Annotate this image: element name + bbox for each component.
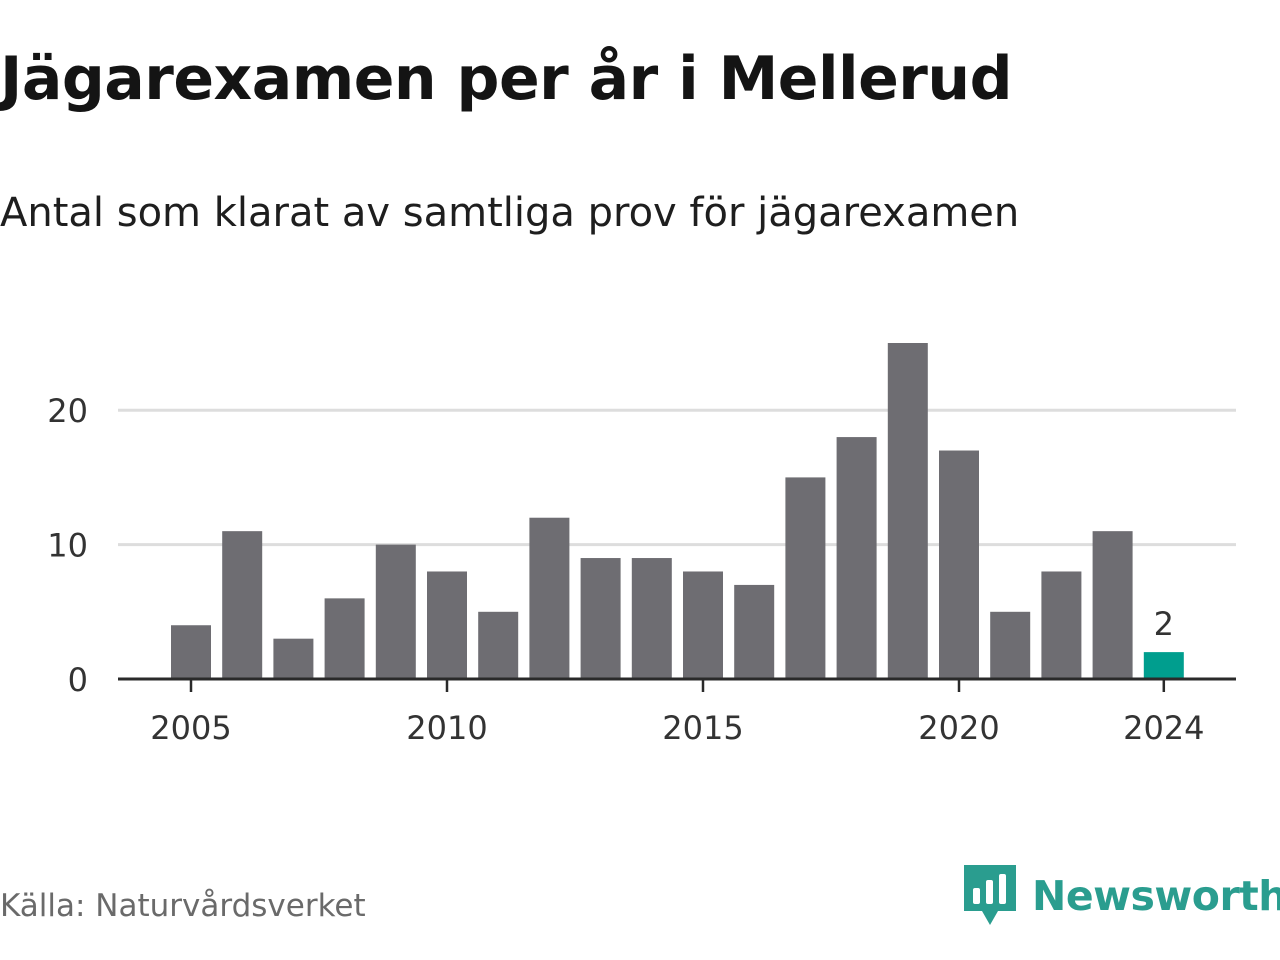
bar-2015	[683, 571, 723, 679]
bar-2020	[939, 450, 979, 679]
data-label-2024: 2	[1154, 605, 1174, 643]
bar-2019	[887, 343, 928, 679]
x-tick-label-2005: 2005	[150, 709, 231, 747]
axes	[118, 677, 1236, 692]
bar-2012	[529, 517, 570, 679]
bar-2022	[1041, 571, 1082, 679]
newsworthy-logo-icon	[964, 865, 1016, 925]
bar-2006	[222, 531, 263, 679]
bar-2016	[734, 584, 775, 679]
bar-2007	[273, 638, 314, 679]
chart-subtitle: Antal som klarat av samtliga prov för jä…	[0, 190, 1020, 236]
bar-2018	[836, 437, 877, 679]
brand-logo: Newsworthy	[964, 864, 1280, 928]
bar-2021	[990, 611, 1031, 679]
bar-2017	[785, 477, 826, 679]
bar-2008	[324, 598, 365, 679]
bar-2014	[631, 558, 672, 679]
x-tick-label-2020: 2020	[918, 709, 999, 747]
bar-2005	[171, 625, 211, 679]
x-tick-label-2015: 2015	[662, 709, 743, 747]
bar-2024	[1143, 652, 1184, 679]
x-tick-label-2024: 2024	[1123, 709, 1204, 747]
y-tick-label-20: 20	[47, 392, 88, 430]
bar-2009	[375, 544, 416, 679]
gridlines	[118, 408, 1236, 547]
bars	[171, 343, 1184, 679]
source-note: Källa: Naturvårdsverket	[0, 888, 366, 924]
chart-title: Jägarexamen per år i Mellerud	[0, 44, 1013, 114]
y-tick-label-0: 0	[68, 661, 88, 699]
brand-name: Newsworthy	[1032, 872, 1280, 920]
x-tick-label-2010: 2010	[406, 709, 487, 747]
bar-2011	[478, 611, 519, 679]
bar-2010	[427, 571, 467, 679]
bar-2023	[1092, 531, 1133, 679]
labels: 0 10 20 2005 2010 2015 2020 2024 2	[47, 392, 1204, 747]
y-tick-label-10: 10	[47, 527, 88, 565]
bar-2013	[580, 558, 621, 679]
